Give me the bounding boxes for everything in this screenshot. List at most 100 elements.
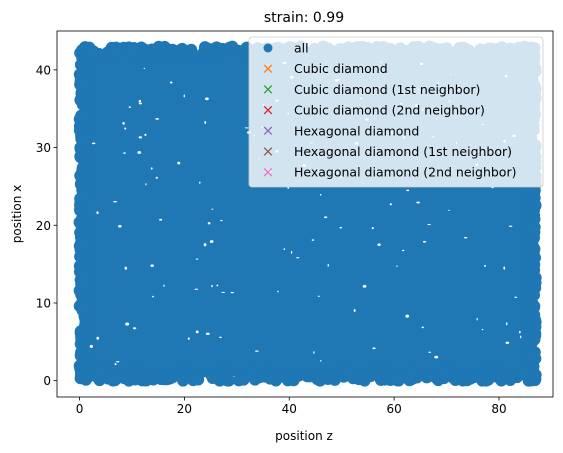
y-axis-label: position x bbox=[10, 185, 24, 243]
y-tick-label: 30 bbox=[36, 141, 51, 155]
legend-item: Cubic diamond bbox=[263, 61, 388, 76]
void bbox=[114, 363, 117, 366]
point bbox=[182, 368, 195, 381]
void bbox=[132, 327, 137, 330]
legend-label: Hexagonal diamond (2nd neighbor) bbox=[294, 165, 516, 180]
void bbox=[311, 239, 315, 241]
void bbox=[283, 248, 286, 251]
legend-marker-x bbox=[263, 147, 273, 156]
void bbox=[116, 361, 120, 363]
point bbox=[108, 45, 121, 58]
void bbox=[244, 127, 249, 129]
void bbox=[128, 106, 131, 108]
void bbox=[503, 266, 506, 270]
void bbox=[137, 151, 142, 154]
void bbox=[211, 208, 214, 210]
void bbox=[327, 263, 329, 267]
point bbox=[122, 374, 135, 387]
point bbox=[525, 348, 538, 361]
void bbox=[484, 264, 486, 267]
void bbox=[216, 284, 219, 287]
legend-item: Hexagonal diamond (1st neighbor) bbox=[263, 144, 512, 159]
void bbox=[505, 322, 508, 326]
void bbox=[448, 209, 450, 212]
point bbox=[76, 259, 89, 272]
point bbox=[74, 203, 87, 216]
void bbox=[317, 295, 320, 297]
void bbox=[230, 291, 235, 294]
void bbox=[427, 224, 431, 226]
point bbox=[77, 110, 90, 123]
void bbox=[422, 240, 427, 243]
void bbox=[91, 142, 96, 145]
void bbox=[138, 102, 143, 105]
point bbox=[152, 46, 165, 59]
void bbox=[514, 296, 518, 298]
point bbox=[281, 374, 294, 387]
void bbox=[290, 250, 293, 254]
point bbox=[302, 368, 315, 381]
void bbox=[183, 94, 185, 98]
y-tick-label: 10 bbox=[36, 296, 51, 310]
legend-label: all bbox=[294, 41, 309, 56]
void bbox=[143, 67, 145, 70]
chart-title: strain: 0.99 bbox=[264, 10, 344, 26]
void bbox=[339, 226, 343, 229]
point bbox=[79, 58, 92, 71]
void bbox=[416, 201, 420, 204]
void bbox=[96, 211, 99, 215]
point bbox=[528, 258, 541, 271]
point bbox=[391, 374, 404, 387]
void bbox=[319, 194, 322, 196]
point bbox=[352, 373, 365, 386]
x-tick-label: 0 bbox=[76, 402, 84, 416]
void bbox=[96, 336, 100, 340]
point bbox=[75, 148, 88, 161]
point bbox=[529, 374, 542, 387]
void bbox=[155, 118, 160, 120]
void bbox=[205, 97, 209, 101]
void bbox=[396, 265, 398, 267]
point bbox=[516, 366, 529, 379]
legend-marker-x bbox=[263, 105, 273, 115]
point bbox=[79, 315, 92, 328]
void bbox=[204, 121, 207, 125]
point bbox=[527, 361, 540, 374]
point bbox=[477, 371, 490, 384]
point bbox=[78, 302, 91, 315]
point bbox=[95, 365, 108, 378]
void bbox=[209, 240, 214, 243]
legend-marker-circle bbox=[263, 43, 273, 53]
void bbox=[254, 350, 259, 352]
void bbox=[205, 332, 210, 335]
void bbox=[401, 249, 405, 252]
point bbox=[448, 365, 461, 378]
void bbox=[519, 335, 522, 339]
point bbox=[74, 94, 87, 107]
void bbox=[150, 264, 154, 267]
void bbox=[207, 222, 211, 225]
point bbox=[404, 365, 417, 378]
void bbox=[313, 351, 315, 355]
void bbox=[187, 337, 190, 340]
void bbox=[177, 161, 181, 165]
void bbox=[372, 347, 376, 350]
legend-marker-x bbox=[263, 64, 273, 73]
point bbox=[528, 301, 541, 314]
y-tick-label: 40 bbox=[36, 63, 51, 77]
point bbox=[467, 371, 480, 384]
void bbox=[421, 326, 424, 329]
void bbox=[203, 243, 207, 247]
point bbox=[188, 49, 201, 62]
point bbox=[75, 168, 88, 181]
void bbox=[138, 136, 143, 139]
legend-marker-x bbox=[263, 85, 273, 94]
point bbox=[436, 367, 449, 380]
legend-label: Cubic diamond (1st neighbor) bbox=[294, 82, 480, 97]
void bbox=[389, 203, 392, 206]
point bbox=[528, 273, 541, 286]
point bbox=[504, 373, 517, 386]
void bbox=[481, 328, 484, 331]
void bbox=[152, 295, 154, 298]
void bbox=[320, 360, 322, 362]
